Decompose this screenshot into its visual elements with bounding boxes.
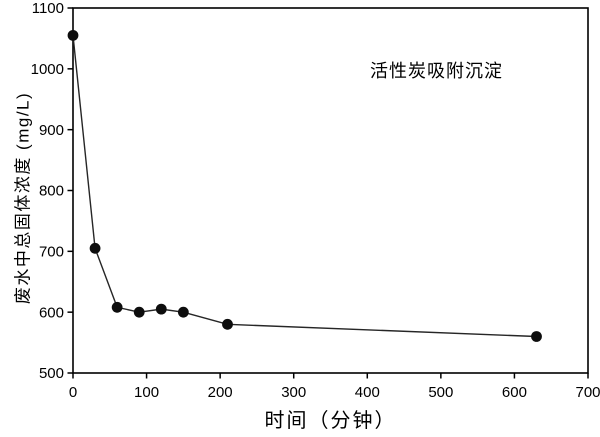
data-point (67, 29, 79, 41)
y-tick-label: 500 (39, 365, 64, 382)
x-tick-label: 100 (134, 384, 159, 401)
plot-frame (72, 7, 589, 374)
y-tick-label: 600 (39, 304, 64, 321)
data-point (222, 318, 233, 330)
annotation-label: 活性炭吸附沉淀 (370, 61, 503, 81)
data-line (72, 35, 537, 338)
y-tick-label: 700 (39, 244, 64, 261)
x-tick-label: 700 (575, 384, 600, 401)
x-tick-label: 0 (69, 384, 77, 401)
y-tick-label: 900 (39, 122, 64, 139)
y-tick-label: 800 (39, 183, 64, 200)
data-point (177, 306, 189, 318)
x-tick-label: 200 (208, 384, 233, 401)
x-axis-title: 时间（分钟） (264, 410, 397, 432)
x-tick-label: 600 (502, 384, 527, 401)
y-tick-label: 1000 (31, 61, 64, 78)
data-point (133, 306, 145, 318)
x-tick-label: 400 (355, 384, 380, 401)
x-tick-label: 300 (281, 384, 306, 401)
data-point (155, 303, 167, 315)
x-tick-label: 500 (428, 384, 453, 401)
data-point (89, 242, 101, 254)
y-axis-title: 废水中总固体浓度 (mg/L) (13, 91, 33, 305)
y-tick-label: 1100 (32, 0, 64, 17)
data-point (531, 331, 542, 342)
data-point (111, 301, 123, 313)
